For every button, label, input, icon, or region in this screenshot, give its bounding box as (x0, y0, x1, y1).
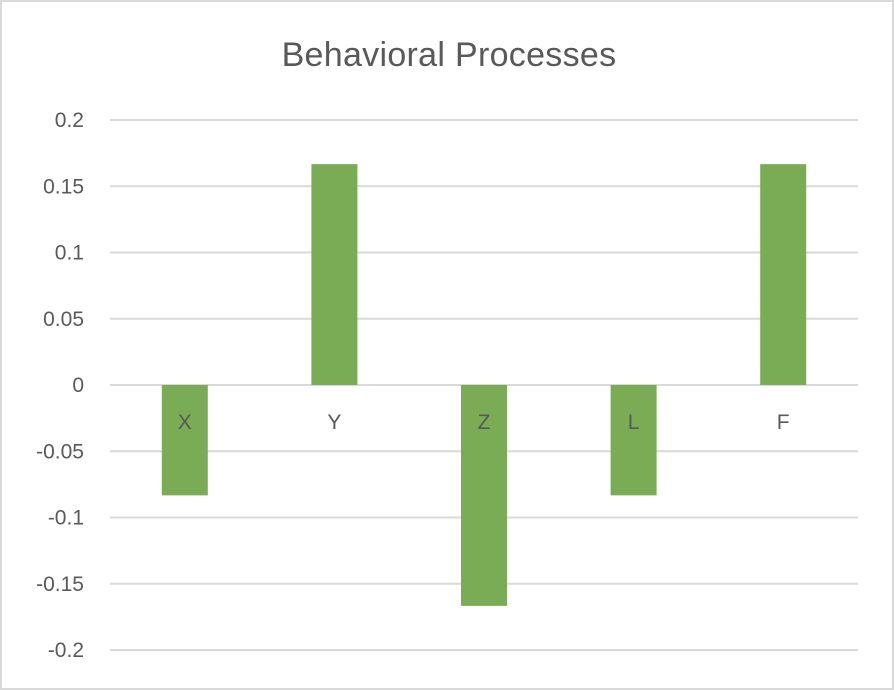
bar-x (161, 385, 208, 496)
bar-z (461, 385, 507, 606)
y-tick-label: 0 (72, 374, 84, 397)
bar-y (311, 164, 358, 385)
category-label-x: X (178, 411, 192, 434)
bar-f (760, 164, 807, 385)
category-label-l: L (628, 411, 640, 434)
y-tick-label: -0.05 (36, 440, 84, 463)
y-tick-label: -0.15 (36, 573, 84, 596)
y-tick-label: 0.05 (43, 308, 84, 331)
category-label-y: Y (327, 411, 341, 434)
chart-title: Behavioral Processes (281, 36, 617, 74)
y-tick-labels: 0.2 0.15 0.1 0.05 0 -0.05 -0.1 -0.15 -0.2 (36, 109, 84, 662)
category-label-f: F (777, 411, 790, 434)
category-label-z: Z (478, 411, 491, 434)
bars (161, 164, 807, 606)
y-tick-label: -0.2 (48, 639, 84, 662)
bar-l (610, 385, 657, 496)
y-tick-label: -0.1 (48, 507, 84, 530)
y-tick-label: 0.2 (55, 109, 84, 132)
y-tick-label: 0.15 (43, 175, 84, 198)
y-tick-label: 0.1 (55, 242, 84, 265)
